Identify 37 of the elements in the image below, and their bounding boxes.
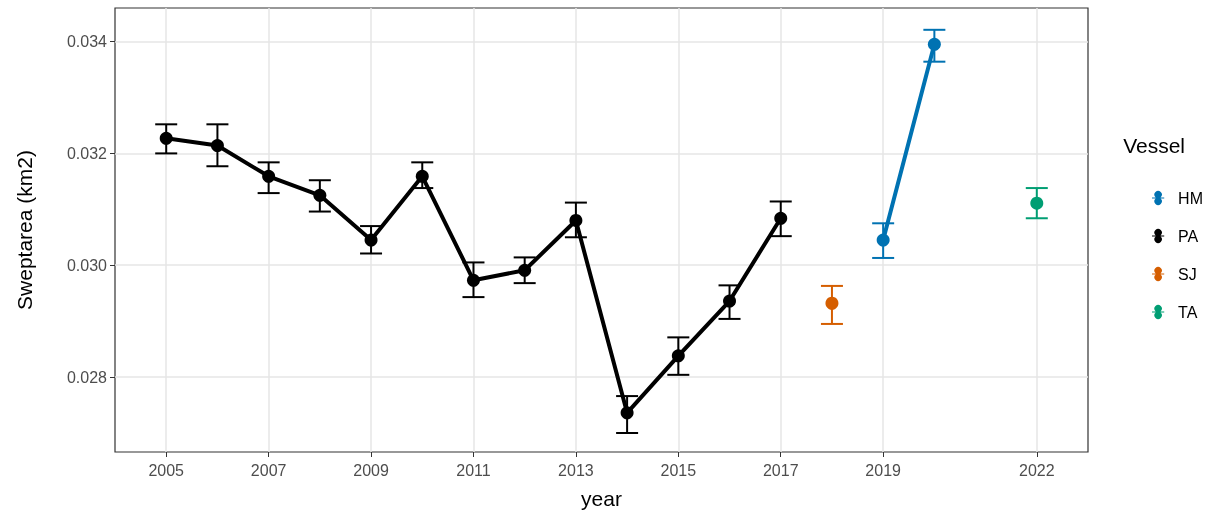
point	[415, 169, 429, 183]
point	[620, 406, 634, 420]
y-tick-label: 0.030	[66, 256, 108, 274]
point	[518, 263, 532, 277]
point	[876, 233, 890, 247]
point	[671, 349, 685, 363]
x-tick-label: 2017	[762, 461, 799, 479]
point	[313, 188, 327, 202]
point	[1030, 196, 1044, 210]
legend-label: HM	[1178, 189, 1204, 207]
point	[825, 296, 839, 310]
x-tick-label: 2022	[1018, 461, 1055, 479]
legend-title: Vessel	[1123, 134, 1185, 157]
x-tick-label: 2005	[148, 461, 185, 479]
y-axis-title: Sweptarea (km2)	[13, 150, 36, 310]
y-tick-label: 0.034	[66, 33, 108, 51]
legend-label: SJ	[1178, 265, 1197, 283]
point	[159, 131, 173, 145]
x-tick-label: 2011	[456, 461, 491, 479]
y-tick-label: 0.028	[66, 368, 108, 386]
x-tick-label: 2019	[865, 461, 902, 479]
x-tick-label: 2015	[660, 461, 697, 479]
point	[364, 233, 378, 247]
point	[927, 37, 941, 51]
legend-label: TA	[1178, 303, 1198, 321]
x-axis-title: year	[581, 487, 622, 510]
x-tick-label: 2009	[353, 461, 389, 479]
point	[262, 169, 276, 183]
y-tick-label: 0.032	[66, 144, 108, 162]
point	[466, 273, 480, 287]
x-tick-label: 2013	[558, 461, 594, 479]
legend-label: PA	[1178, 227, 1199, 245]
point	[569, 214, 583, 227]
point	[723, 294, 737, 308]
x-tick-label: 2007	[250, 461, 287, 479]
point	[210, 139, 224, 153]
point	[774, 211, 788, 225]
